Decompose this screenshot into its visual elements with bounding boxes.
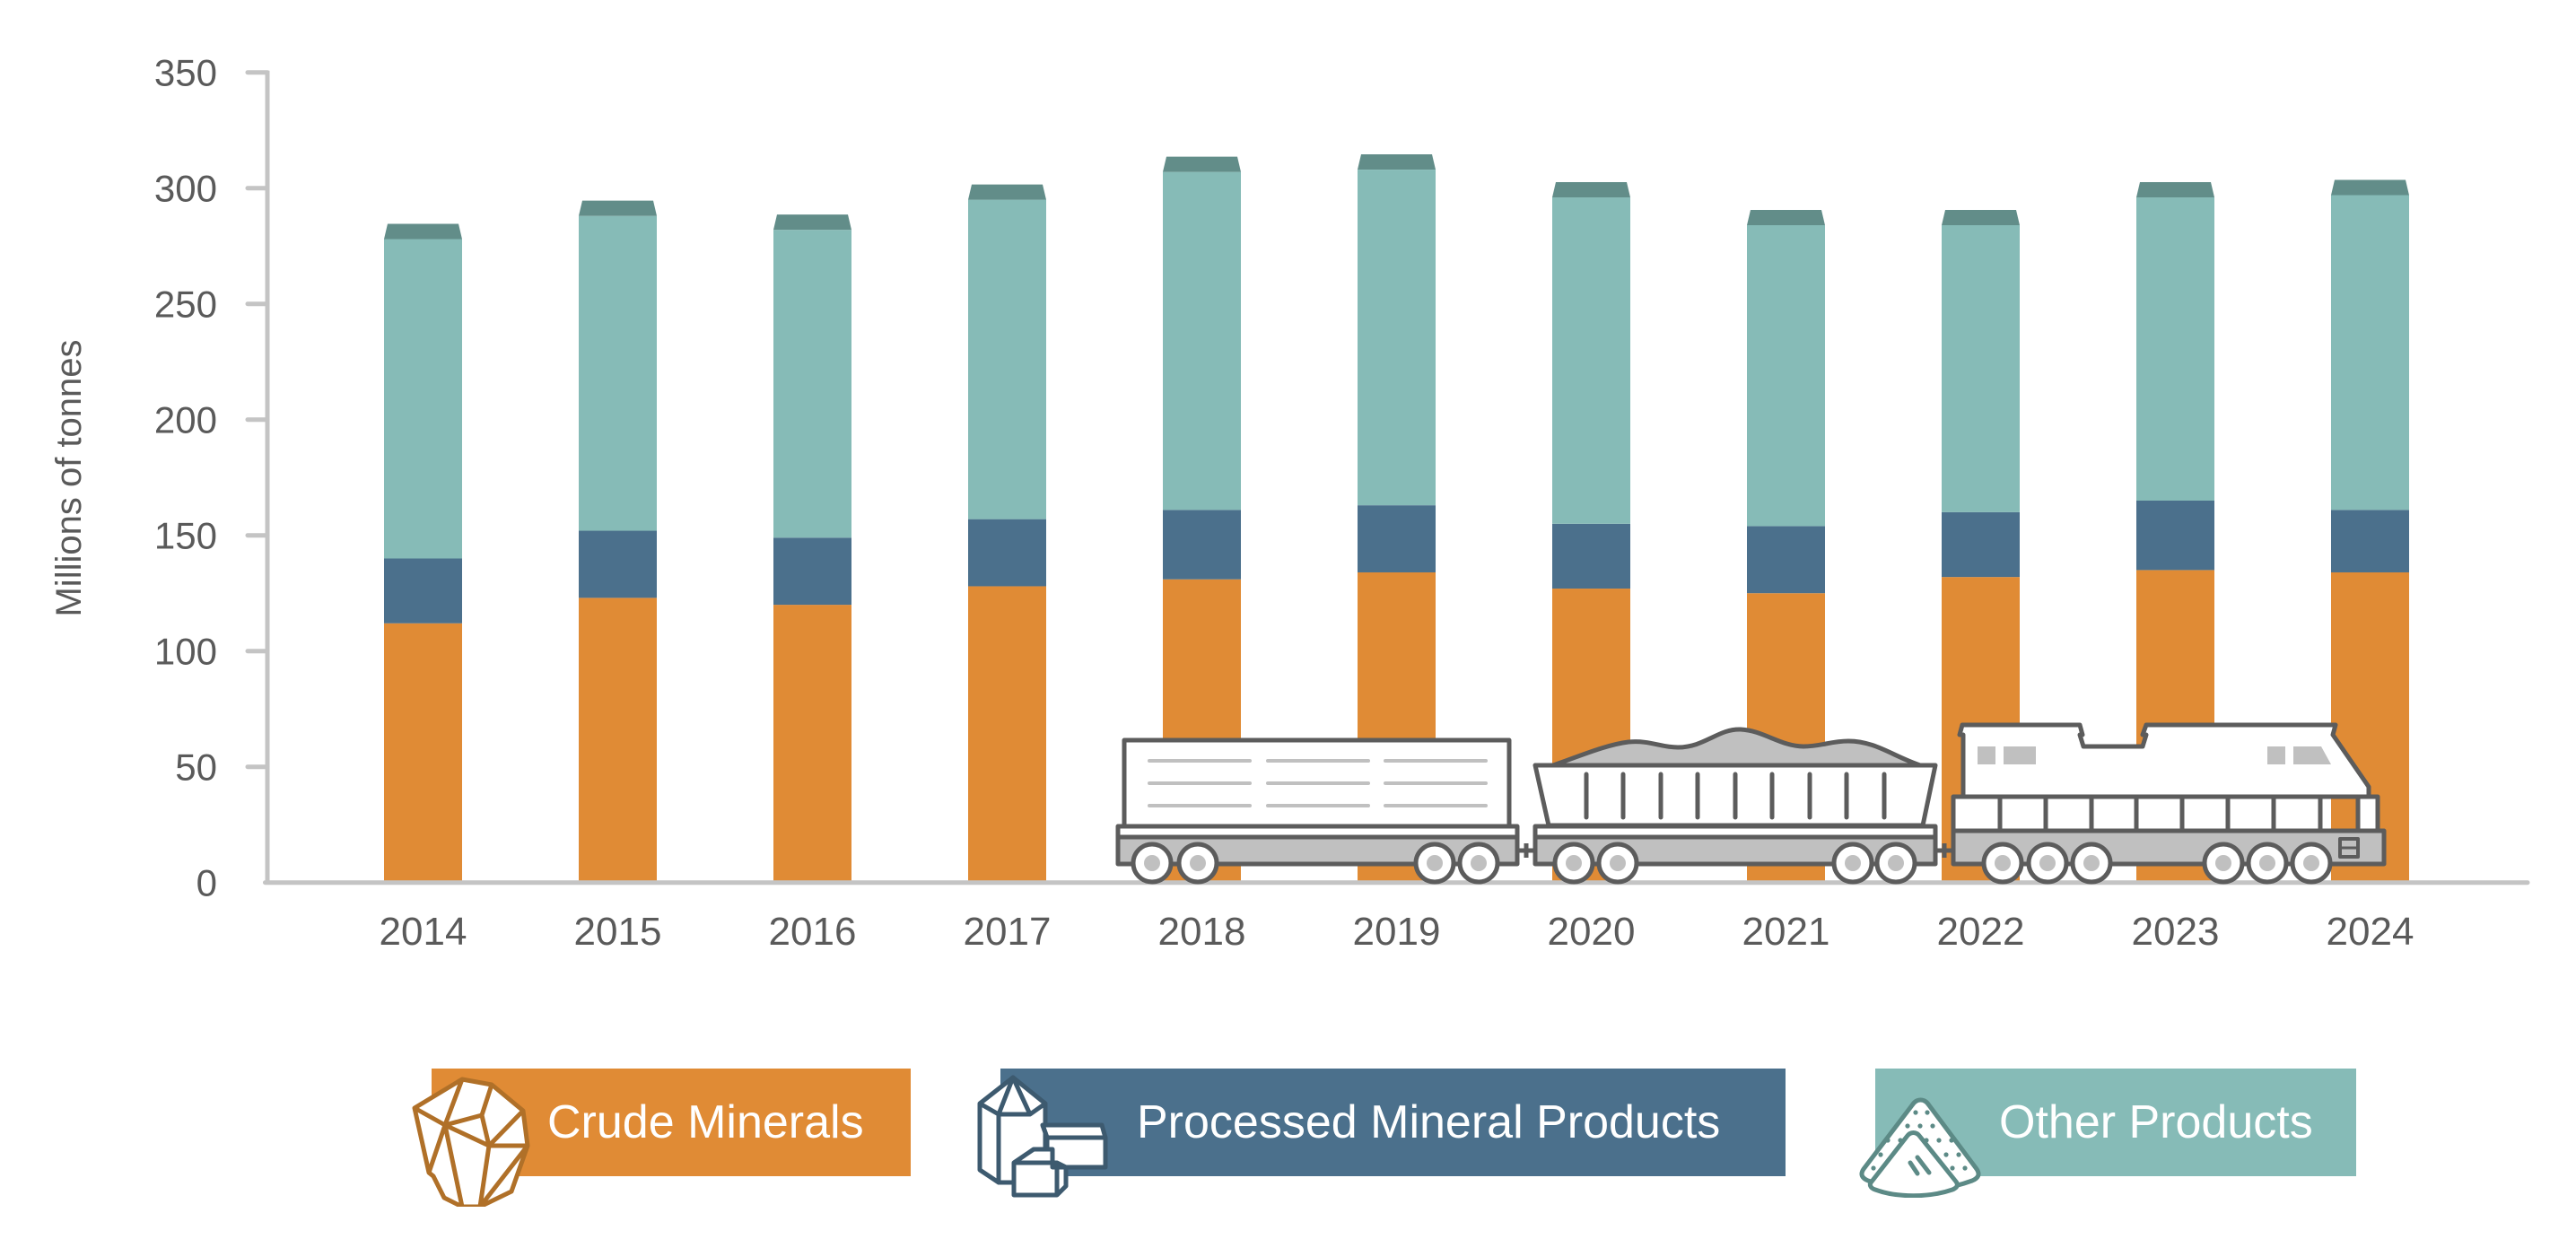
bar-segment-crude-minerals-2016 <box>773 605 851 883</box>
locomotive <box>1951 722 2387 867</box>
bar-segment-processed-mineral-products-2022 <box>1942 511 2020 578</box>
sand-pile-icon <box>1859 1097 1981 1198</box>
x-tick-label-2016: 2016 <box>769 910 857 954</box>
wheel-hub <box>1471 855 1487 871</box>
wheel-hub <box>1845 855 1861 871</box>
bar-segment-other-products-2019 <box>1358 170 1436 506</box>
bar-segment-other-products-2017 <box>968 199 1046 519</box>
bar-segment-processed-mineral-products-2015 <box>579 530 657 598</box>
bar-cap-2014 <box>384 223 462 240</box>
bar-cap-2022 <box>1942 209 2020 225</box>
x-tick-label-2018: 2018 <box>1158 910 1246 954</box>
bar-segment-processed-mineral-products-2024 <box>2331 510 2409 572</box>
x-tick-label-2024: 2024 <box>2327 910 2414 954</box>
x-tick-label-2015: 2015 <box>574 910 662 954</box>
bar-segment-other-products-2020 <box>1552 197 1630 524</box>
axes-group: 0 50 100 150 200 250 300 350 <box>154 52 2530 904</box>
bar-segment-processed-mineral-products-2019 <box>1358 505 1436 572</box>
bar-cap-2015 <box>579 200 657 216</box>
legend-item-crude-minerals: Crude Minerals <box>432 1069 911 1176</box>
bar-segment-processed-mineral-products-2014 <box>384 558 462 624</box>
bar-segment-processed-mineral-products-2018 <box>1163 510 1241 580</box>
y-tick-label-50: 50 <box>175 746 217 789</box>
x-tick-label-2020: 2020 <box>1548 910 1636 954</box>
bar-cap-2023 <box>2136 182 2214 198</box>
legend-item-processed-mineral-products: Processed Mineral Products <box>1000 1069 1786 1176</box>
bar-segment-other-products-2023 <box>2136 197 2214 501</box>
bar-cap-2018 <box>1163 156 1241 172</box>
wheel-hub <box>2039 855 2056 871</box>
bar-segment-crude-minerals-2015 <box>579 598 657 883</box>
legend-label-crude-minerals: Crude Minerals <box>547 1096 864 1148</box>
wheel-hub <box>1190 855 1206 871</box>
train-wheels <box>1131 842 2333 885</box>
wheel-hub <box>2083 855 2100 871</box>
x-tick-label-2019: 2019 <box>1353 910 1441 954</box>
crystal-boxes-icon <box>977 1075 1108 1198</box>
wheel-hub <box>1610 855 1626 871</box>
hopper-car <box>1533 727 1938 867</box>
bar-cap-2017 <box>968 184 1046 200</box>
wheel-hub <box>2215 855 2231 871</box>
bar-segment-other-products-2014 <box>384 239 462 559</box>
wheel-hub <box>1566 855 1582 871</box>
bar-segment-other-products-2024 <box>2331 195 2409 510</box>
y-tick-label-200: 200 <box>154 399 217 441</box>
wheel-hub <box>2259 855 2275 871</box>
bar-segment-other-products-2016 <box>773 230 851 538</box>
bar-segment-other-products-2018 <box>1163 171 1241 510</box>
bar-segment-other-products-2022 <box>1942 224 2020 512</box>
bar-segment-processed-mineral-products-2021 <box>1747 526 1825 594</box>
bar-segment-processed-mineral-products-2017 <box>968 519 1046 587</box>
y-tick-label-300: 300 <box>154 168 217 210</box>
y-tick-label-350: 350 <box>154 52 217 94</box>
wheel-hub <box>1995 855 2011 871</box>
bar-segment-crude-minerals-2017 <box>968 586 1046 883</box>
x-tick-label-2017: 2017 <box>964 910 1052 954</box>
y-tick-label-250: 250 <box>154 284 217 326</box>
y-tick-label-150: 150 <box>154 515 217 557</box>
wheel-hub <box>2303 855 2319 871</box>
y-axis-title: Millions of tonnes <box>49 339 89 616</box>
bar-cap-2019 <box>1358 154 1436 170</box>
x-tick-label-2023: 2023 <box>2132 910 2220 954</box>
x-tick-label-2021: 2021 <box>1742 910 1830 954</box>
wheel-hub <box>1144 855 1160 871</box>
x-tick-label-2022: 2022 <box>1937 910 2025 954</box>
boxcar <box>1115 737 1520 867</box>
train-illustration <box>1115 722 2387 885</box>
bar-cap-2020 <box>1552 182 1630 198</box>
wheel-hub <box>1888 855 1904 871</box>
bar-cap-2021 <box>1747 209 1825 225</box>
legend-label-other-products: Other Products <box>1999 1096 2313 1148</box>
bar-segment-processed-mineral-products-2016 <box>773 537 851 606</box>
bar-segment-other-products-2015 <box>579 215 657 531</box>
y-tick-label-0: 0 <box>196 862 217 904</box>
bar-segment-processed-mineral-products-2020 <box>1552 523 1630 589</box>
bar-segment-other-products-2021 <box>1747 224 1825 527</box>
bar-segment-processed-mineral-products-2023 <box>2136 501 2214 571</box>
wheel-hub <box>1427 855 1443 871</box>
bar-cap-2024 <box>2331 179 2409 196</box>
legend-label-processed-mineral-products: Processed Mineral Products <box>1137 1096 1721 1148</box>
y-tick-label-100: 100 <box>154 631 217 673</box>
rock-icon <box>412 1077 530 1207</box>
x-tick-label-2014: 2014 <box>380 910 467 954</box>
bar-segment-crude-minerals-2014 <box>384 623 462 883</box>
bar-cap-2016 <box>773 214 851 231</box>
